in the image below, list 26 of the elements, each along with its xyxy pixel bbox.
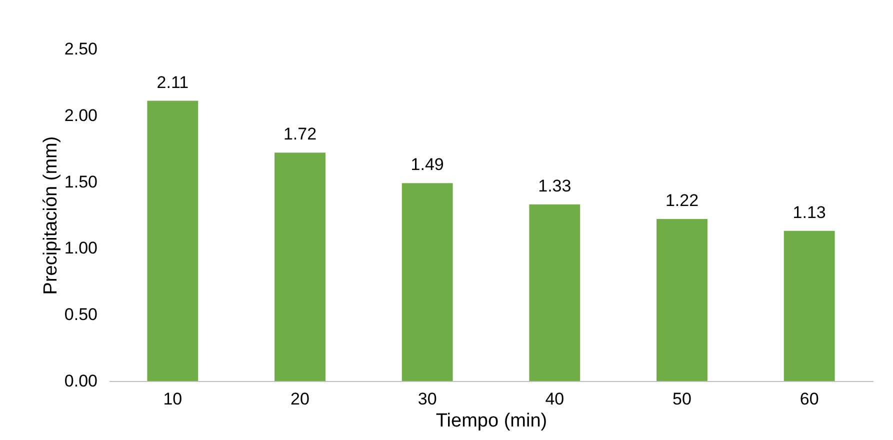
bar xyxy=(274,152,326,381)
bar xyxy=(656,218,708,381)
data-label: 1.22 xyxy=(665,190,699,210)
x-tick-label: 20 xyxy=(290,390,310,408)
data-label: 1.13 xyxy=(792,202,826,222)
y-tick-label: 1.00 xyxy=(64,238,98,258)
y-axis-title: Precipitación (mm) xyxy=(40,136,62,295)
y-tick-label: 0.00 xyxy=(64,372,98,390)
data-label: 1.49 xyxy=(410,155,444,174)
y-tick-label: 0.50 xyxy=(64,305,98,324)
y-tick-label: 1.50 xyxy=(64,172,98,192)
x-axis-title: Tiempo (min) xyxy=(436,410,548,432)
x-tick-label: 40 xyxy=(545,390,564,408)
data-label: 1.33 xyxy=(538,176,572,196)
bar xyxy=(147,100,198,381)
x-tick-label: 30 xyxy=(418,390,437,408)
y-tick-label: 2.50 xyxy=(64,40,98,58)
bar xyxy=(402,183,453,381)
x-tick-label: 10 xyxy=(163,390,182,408)
x-tick-label: 60 xyxy=(800,390,819,408)
data-label: 2.11 xyxy=(156,72,189,92)
bar xyxy=(784,230,835,381)
x-tick-label: 50 xyxy=(672,390,692,408)
bar xyxy=(529,204,580,381)
data-label: 1.72 xyxy=(283,124,317,144)
y-tick-label: 2.00 xyxy=(64,106,98,125)
